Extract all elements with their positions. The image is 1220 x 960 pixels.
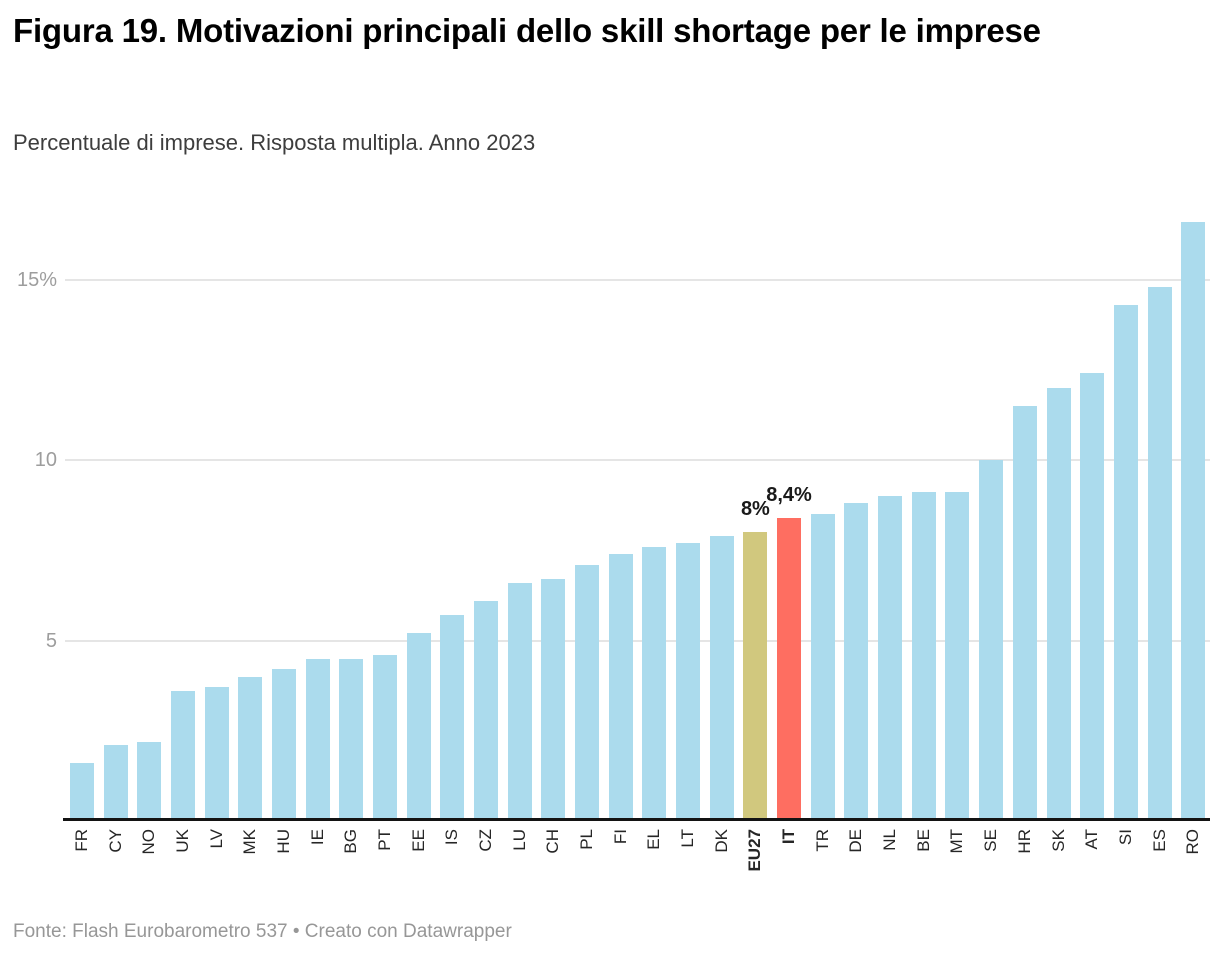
- bar-IT[interactable]: [777, 518, 801, 821]
- x-axis-label-NL: NL: [880, 829, 900, 851]
- chart-title: Figura 19. Motivazioni principali dello …: [13, 12, 1041, 49]
- bar-PT[interactable]: [372, 655, 397, 821]
- x-axis-label-NO: NO: [139, 829, 159, 855]
- bar-value-label-EU27: 8%: [740, 498, 770, 520]
- x-axis-label-IS: IS: [442, 829, 462, 846]
- bar-MK[interactable]: [238, 677, 263, 821]
- bar-SE[interactable]: [979, 460, 1004, 821]
- bar-BG[interactable]: [339, 659, 364, 821]
- x-axis-label-LT: LT: [678, 829, 697, 848]
- bar-TR[interactable]: [810, 514, 835, 821]
- bar-HR[interactable]: [1012, 406, 1037, 821]
- gridline: [65, 279, 1210, 281]
- x-axis-label-MT: MT: [947, 829, 967, 854]
- x-axis-label-SK: SK: [1048, 829, 1068, 852]
- x-axis-label-AT: AT: [1082, 829, 1102, 850]
- bar-RO[interactable]: [1181, 222, 1206, 821]
- x-axis-label-RO: RO: [1183, 829, 1203, 855]
- x-axis-label-LV: LV: [206, 829, 226, 849]
- bar-LV[interactable]: [204, 687, 229, 821]
- x-axis-label-PT: PT: [374, 829, 394, 851]
- x-axis-baseline: [63, 818, 1210, 821]
- bar-NL[interactable]: [878, 496, 903, 821]
- bar-DE[interactable]: [844, 503, 869, 821]
- bar-LT[interactable]: [676, 543, 700, 821]
- bar-PL[interactable]: [575, 565, 599, 821]
- bar-ES[interactable]: [1147, 287, 1172, 821]
- bar-BE[interactable]: [911, 492, 936, 821]
- x-axis-label-TR: TR: [812, 829, 832, 852]
- x-axis-label-SE: SE: [981, 829, 1001, 852]
- bar-UK[interactable]: [170, 691, 195, 821]
- y-axis-tick-label: 5: [45, 630, 57, 652]
- x-axis-label-EU27: EU27: [745, 829, 765, 872]
- bar-value-label-IT: 8,4%: [766, 484, 812, 506]
- bar-IS[interactable]: [440, 615, 465, 821]
- x-axis-label-CZ: CZ: [476, 829, 495, 852]
- x-axis-label-DK: DK: [711, 829, 731, 853]
- x-axis-label-IT: IT: [779, 829, 798, 845]
- bar-MT[interactable]: [945, 492, 970, 821]
- bar-EE[interactable]: [406, 633, 431, 821]
- bar-SK[interactable]: [1046, 388, 1071, 821]
- x-axis-label-MK: MK: [240, 829, 260, 855]
- x-axis-label-SI: SI: [1115, 829, 1135, 846]
- bar-FR[interactable]: [69, 763, 94, 821]
- x-axis-label-BE: BE: [913, 829, 933, 852]
- x-axis-label-EL: EL: [644, 829, 664, 850]
- x-axis-label-IE: IE: [307, 829, 327, 846]
- x-axis-label-BG: BG: [341, 829, 361, 854]
- bar-FI[interactable]: [608, 554, 633, 821]
- bar-NO[interactable]: [137, 742, 162, 821]
- x-axis-label-CH: CH: [543, 829, 563, 854]
- x-axis-label-FI: FI: [610, 829, 630, 845]
- gridline: [65, 459, 1210, 461]
- bar-EL[interactable]: [642, 547, 667, 821]
- bar-EU27[interactable]: [743, 532, 768, 821]
- bar-CZ[interactable]: [474, 601, 498, 821]
- chart-subtitle: Percentuale di imprese. Risposta multipl…: [13, 130, 536, 155]
- bar-chart-plot: 5 10 15% FR CY NO UK LV MK HU IE BG PT EE IS CZ LU CH PL FI…: [16, 222, 1210, 872]
- gridline: [65, 640, 1210, 642]
- x-axis-label-ES: ES: [1149, 829, 1169, 852]
- bar-LU[interactable]: [507, 583, 532, 821]
- x-axis-label-EE: EE: [408, 829, 428, 852]
- x-axis-label-HU: HU: [273, 829, 293, 854]
- x-axis-label-FR: FR: [71, 829, 91, 852]
- source-note: Fonte: Flash Eurobarometro 537 • Creato …: [13, 921, 512, 942]
- x-axis-label-PL: PL: [577, 829, 596, 850]
- bar-IE[interactable]: [305, 659, 330, 821]
- bar-SI[interactable]: [1113, 305, 1138, 821]
- y-axis-tick-label: 10: [34, 449, 57, 471]
- bar-DK[interactable]: [709, 536, 734, 821]
- x-axis-label-DE: DE: [846, 829, 866, 853]
- x-axis-label-CY: CY: [105, 829, 125, 853]
- bar-AT[interactable]: [1080, 373, 1105, 821]
- bar-CH[interactable]: [541, 579, 566, 821]
- x-axis-label-UK: UK: [172, 829, 192, 853]
- y-axis-tick-label: 15%: [16, 269, 57, 291]
- bar-HU[interactable]: [271, 669, 296, 821]
- bar-CY[interactable]: [103, 745, 128, 821]
- x-axis-label-HR: HR: [1014, 829, 1034, 854]
- x-axis-label-LU: LU: [509, 829, 529, 851]
